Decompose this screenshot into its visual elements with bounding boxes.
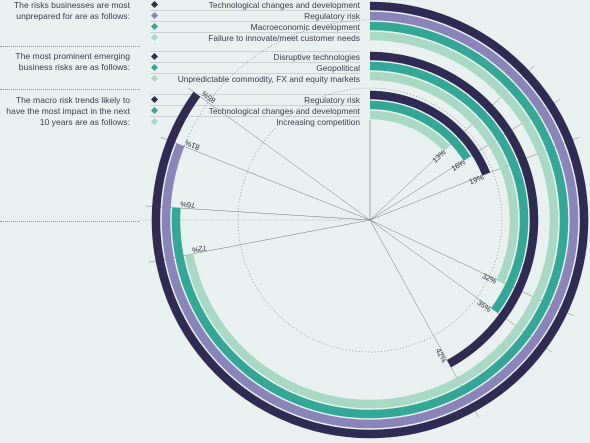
group-label-unprepared: The risks businesses are most unprepared… bbox=[13, 0, 130, 21]
legend-item: Disruptive technologies bbox=[150, 51, 360, 63]
grid-spoke bbox=[187, 87, 371, 221]
legend-item: Technological changes and development bbox=[150, 105, 360, 117]
data-label: 32% bbox=[481, 271, 499, 286]
arc-bar bbox=[369, 110, 450, 152]
legend-item: Macroeconomic development bbox=[150, 21, 360, 33]
legend-item: Geopolitical bbox=[150, 62, 360, 74]
legend-item: Technological changes and development bbox=[150, 0, 360, 11]
legend-item: Regulatory risk bbox=[150, 94, 360, 106]
arc-bar bbox=[151, 1, 589, 439]
data-label: 76% bbox=[180, 200, 196, 210]
data-label: 42% bbox=[434, 347, 449, 365]
group-label-macro-trends: The macro risk trends likely to have the… bbox=[6, 95, 130, 127]
legend-item: Failure to innovate/meet customer needs bbox=[150, 32, 360, 44]
legend-item: Unpredictable commodity, FX and equity m… bbox=[150, 73, 360, 85]
arc-bar bbox=[161, 11, 579, 429]
group-label-emerging: The most prominent emerging business ris… bbox=[15, 51, 130, 72]
arc-bar bbox=[369, 100, 471, 161]
chart-labels: 85%81%76%72%42%35%32%19%16%13% bbox=[180, 89, 499, 365]
data-label: 81% bbox=[183, 138, 201, 152]
arc-bar bbox=[369, 90, 491, 176]
arc-bar bbox=[185, 31, 559, 409]
arc-bar bbox=[171, 21, 569, 419]
arc-bar bbox=[369, 61, 529, 314]
grid-spoke bbox=[145, 205, 371, 221]
separator bbox=[0, 46, 140, 47]
grid-circle bbox=[237, 87, 503, 353]
data-label: 13% bbox=[430, 148, 447, 165]
arc-bar bbox=[369, 71, 519, 284]
data-label: 72% bbox=[191, 243, 208, 255]
legend-item: Increasing competition bbox=[150, 116, 360, 128]
legend-item: Regulatory risk bbox=[150, 10, 360, 22]
chart-arcs bbox=[151, 1, 589, 439]
data-label: 35% bbox=[475, 298, 493, 314]
separator bbox=[0, 221, 140, 222]
data-label: 85% bbox=[200, 89, 218, 105]
grid-spoke bbox=[160, 136, 371, 221]
separator bbox=[0, 89, 140, 90]
arc-bar bbox=[369, 51, 539, 368]
